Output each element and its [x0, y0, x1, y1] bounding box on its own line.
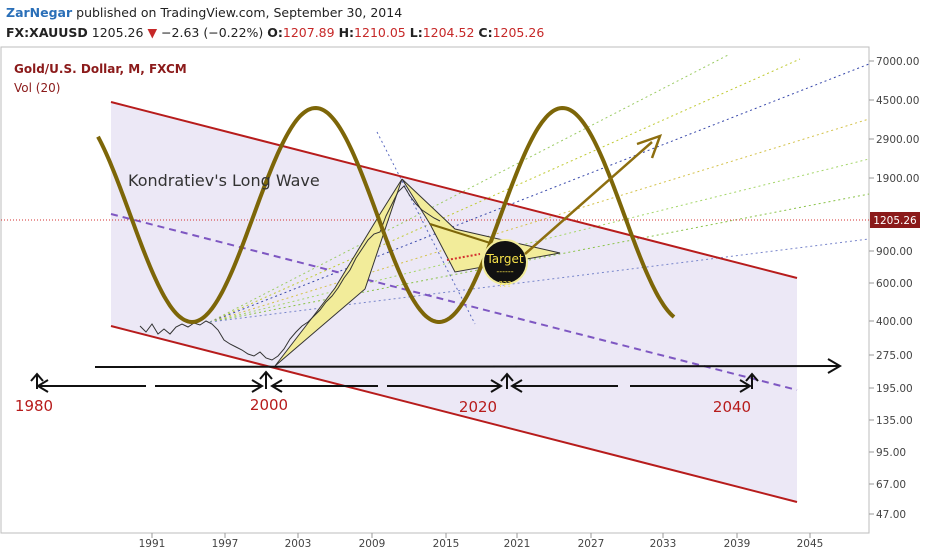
symbol-label[interactable]: FX:XAUUSD: [6, 25, 88, 40]
volume-label: Vol (20): [14, 81, 60, 95]
y-tick-label: 7000.00: [876, 56, 919, 68]
publish-line: ZarNegar published on TradingView.com, S…: [6, 5, 402, 20]
kondratiev-wave: [96, 105, 676, 325]
y-tick-label: 275.00: [876, 350, 913, 362]
y-tick-label: 600.00: [876, 278, 913, 290]
target-label: Target: [485, 252, 523, 266]
x-tick-label: 2045: [797, 538, 824, 550]
y-tick-label: 2900.00: [876, 134, 919, 146]
pattern-xabc-fill: [274, 178, 403, 367]
channel-midline[interactable]: [110, 213, 798, 391]
x-tick-label: 2027: [578, 538, 605, 550]
time-axis-arrow: [94, 358, 842, 374]
x-tick-label: 1997: [212, 538, 239, 550]
cycle-label-1980: 1980: [15, 397, 53, 415]
ohlc-line: FX:XAUUSD 1205.26 ▼ −2.63 (−0.22%) O:120…: [6, 25, 544, 40]
price-chart[interactable]: Target ------ ??? 1980 2000 2020 2040 Go…: [0, 44, 932, 550]
kondratiev-label: Kondratiev's Long Wave: [128, 171, 320, 190]
last-price: 1205.26: [91, 25, 144, 40]
chart-header: ZarNegar published on TradingView.com, S…: [0, 0, 932, 44]
cycle-ranges: [36, 379, 752, 393]
cycle-label-2020: 2020: [459, 398, 497, 416]
target-sub: ------: [496, 267, 513, 276]
y-tick-label: 4500.00: [876, 95, 919, 107]
y-tick-label: 400.00: [876, 316, 913, 328]
open-value: 1207.89: [282, 25, 335, 40]
high-value: 1210.05: [354, 25, 406, 40]
projection-arrow[interactable]: [524, 133, 663, 255]
y-tick-label: 67.00: [876, 479, 906, 491]
cycle-label-2000: 2000: [250, 396, 288, 414]
channel-lower-line[interactable]: [110, 325, 798, 503]
y-tick-label: 95.00: [876, 447, 906, 459]
open-label: O:: [267, 25, 283, 40]
x-tick-label: 2003: [285, 538, 312, 550]
target-marker[interactable]: Target ------ ???: [446, 239, 528, 289]
x-tick-label: 2039: [724, 538, 751, 550]
x-tick-label: 2015: [433, 538, 460, 550]
channel-upper-line[interactable]: [110, 101, 798, 279]
low-value: 1204.52: [422, 25, 475, 40]
y-tick-label: 47.00: [876, 509, 906, 521]
y-tick-label: 900.00: [876, 246, 913, 258]
close-value: 1205.26: [492, 25, 545, 40]
target-circle: [482, 239, 528, 285]
current-price-value: 1205.26: [873, 215, 917, 227]
time-axis[interactable]: 1991 1997 2003 2009 2015 2021 2027 2033 2039 2045: [139, 533, 824, 550]
current-price-tag: 1205.26: [870, 212, 920, 228]
author-link[interactable]: ZarNegar: [6, 5, 73, 20]
low-label: L:: [409, 25, 423, 40]
target-level: ???: [499, 280, 512, 289]
y-tick-label: 195.00: [876, 383, 913, 395]
cycle-label-2040: 2040: [713, 398, 751, 416]
x-tick-label: 2021: [504, 538, 531, 550]
down-arrow-icon: ▼: [147, 25, 158, 40]
x-tick-label: 2009: [359, 538, 386, 550]
x-tick-label: 2033: [650, 538, 677, 550]
chart-title: Gold/U.S. Dollar, M, FXCM: [14, 62, 187, 76]
published-text: published on TradingView.com, September …: [72, 5, 403, 20]
cycle-ticks: [30, 370, 759, 389]
close-label: C:: [478, 25, 493, 40]
price-change: −2.63 (−0.22%): [161, 25, 264, 40]
price-series: [139, 185, 441, 361]
x-tick-label: 1991: [139, 538, 166, 550]
high-label: H:: [338, 25, 355, 40]
y-tick-label: 135.00: [876, 415, 913, 427]
price-axis[interactable]: 7000.00 4500.00 2900.00 1900.00 900.00 600.00…: [869, 56, 919, 521]
y-tick-label: 1900.00: [876, 173, 919, 185]
